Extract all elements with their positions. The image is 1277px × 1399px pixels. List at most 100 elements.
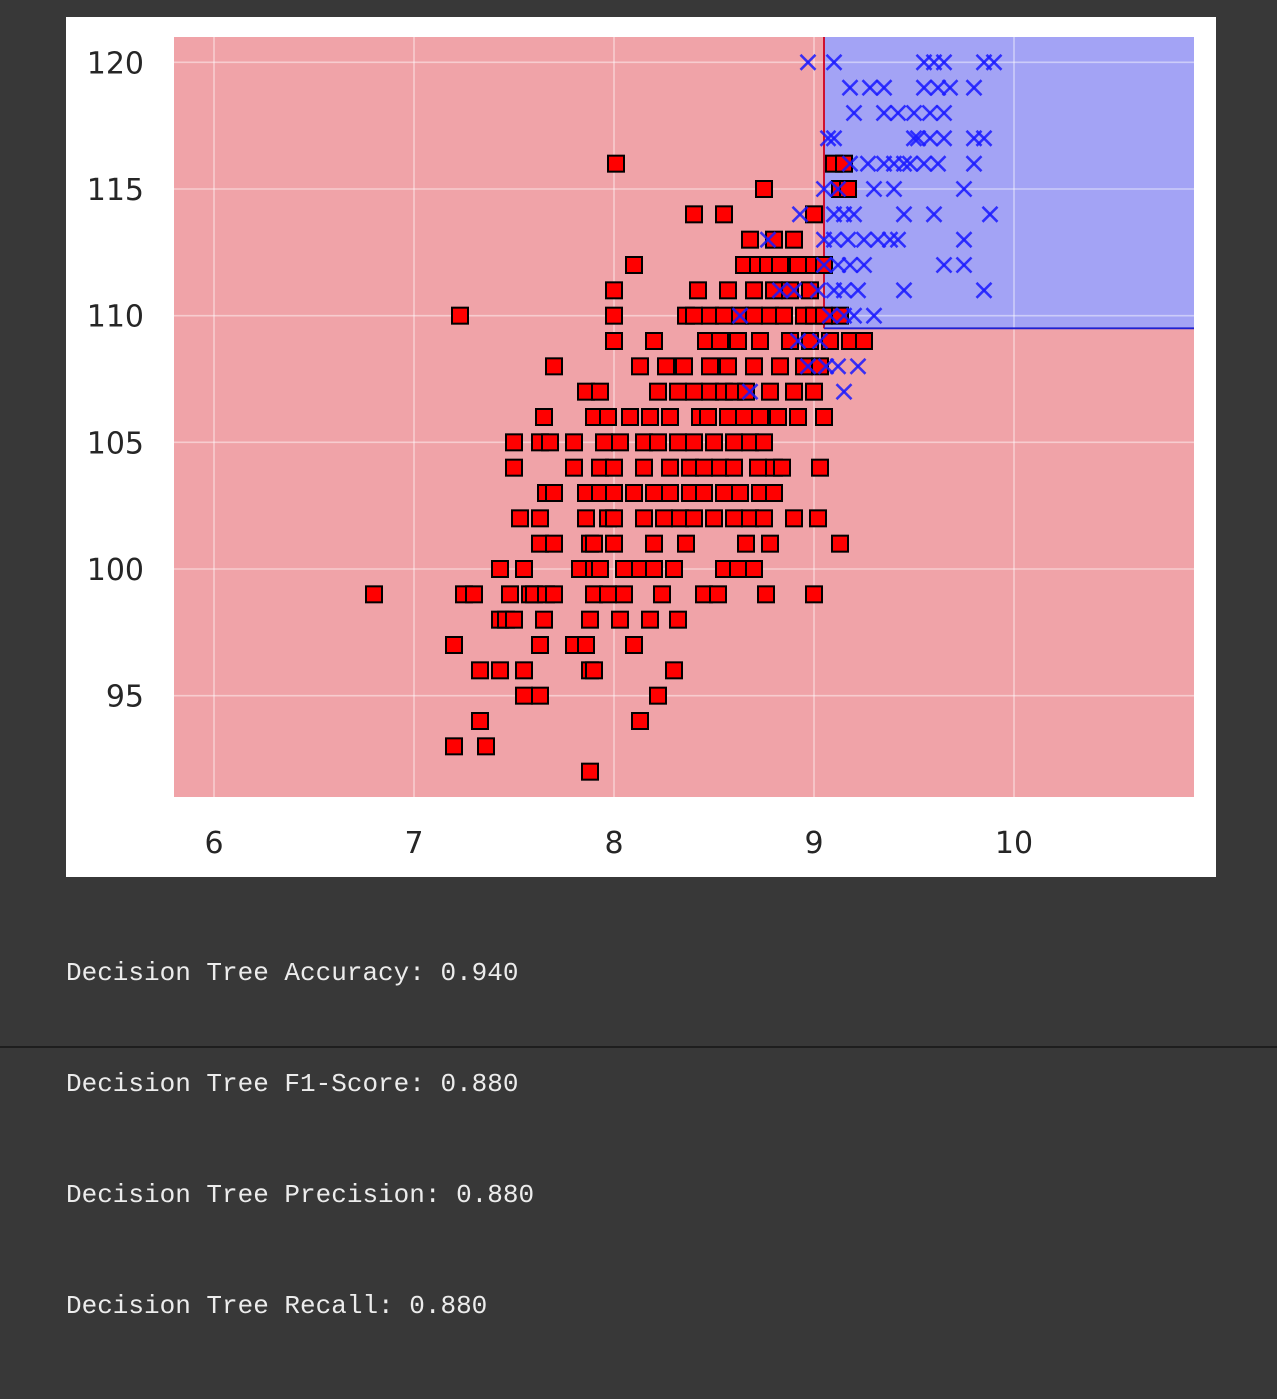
point-class-0 [631,712,649,730]
point-class-0 [365,585,383,604]
point-class-0 [591,382,609,401]
point-class-0 [805,382,823,401]
point-class-0 [445,636,463,654]
point-class-0 [725,433,743,452]
point-class-1 [855,256,873,274]
point-class-0 [669,433,687,452]
point-class-1 [889,104,907,122]
precision-line: Decision Tree Precision: 0.880 [66,1180,535,1210]
point-class-1 [817,357,835,375]
point-class-0 [577,636,595,654]
point-class-0 [515,661,533,680]
point-class-0 [745,281,763,300]
point-class-1 [935,53,953,71]
point-class-0 [611,610,629,629]
point-class-0 [501,585,519,604]
point-class-0 [737,382,755,401]
point-class-1 [861,79,879,97]
point-class-0 [605,281,623,300]
point-class-0 [625,256,643,274]
point-class-1 [975,281,993,299]
point-class-1 [825,53,843,71]
point-class-1 [859,155,877,173]
point-class-1 [829,357,847,375]
x-tick-label: 8 [604,826,623,861]
point-class-0 [661,458,679,477]
point-class-1 [841,256,859,274]
point-class-0 [535,610,553,629]
point-class-0 [685,433,703,452]
point-class-0 [611,433,629,452]
point-class-1 [845,205,863,223]
point-class-0 [695,458,713,477]
point-class-0 [719,408,737,426]
point-class-1 [905,104,923,122]
point-class-0 [789,256,807,274]
point-class-0 [515,560,533,578]
point-class-0 [585,661,603,680]
point-class-0 [511,509,529,528]
point-class-0 [669,610,687,629]
point-class-0 [625,636,643,654]
point-class-0 [789,408,807,426]
point-class-0 [545,585,563,604]
point-class-0 [839,180,857,198]
point-class-0 [785,230,803,249]
point-class-0 [515,686,533,705]
point-class-1 [839,231,857,249]
point-class-0 [565,458,583,477]
point-class-0 [645,534,663,553]
point-class-0 [755,509,773,528]
y-tick-label: 100 [87,553,144,588]
point-class-0 [505,433,523,452]
point-class-0 [809,509,827,528]
point-class-1 [835,383,853,401]
point-class-0 [773,458,791,477]
point-class-0 [715,484,733,502]
point-class-0 [645,560,663,578]
point-class-0 [765,230,783,249]
point-class-0 [675,357,693,376]
point-class-1 [885,180,903,198]
point-class-0 [765,484,783,502]
point-class-0 [541,433,559,452]
x-tick-label: 7 [404,826,423,861]
point-class-0 [761,534,779,553]
point-class-1 [731,307,749,325]
point-class-0 [545,484,563,502]
point-class-0 [641,408,659,426]
point-class-1 [955,256,973,274]
point-class-0 [445,737,463,756]
point-class-1 [809,281,827,299]
y-tick-label: 115 [87,173,144,208]
point-class-0 [731,484,749,502]
accuracy-line: Decision Tree Accuracy: 0.940 [66,958,519,988]
point-class-1 [901,155,919,173]
point-class-0 [607,154,625,173]
point-class-0 [505,458,523,477]
point-class-0 [605,332,623,350]
point-class-1 [845,307,863,325]
point-class-0 [719,357,737,376]
point-class-0 [715,205,733,224]
point-class-0 [831,534,849,553]
point-class-1 [849,281,867,299]
decision-regions [174,37,1194,797]
point-class-1 [789,332,807,350]
point-class-1 [865,307,883,325]
point-class-0 [785,382,803,401]
point-class-0 [581,610,599,629]
point-class-0 [599,585,617,604]
point-class-0 [465,585,483,604]
point-class-1 [841,79,859,97]
point-class-0 [815,408,833,426]
point-class-0 [811,458,829,477]
point-class-1 [821,307,839,325]
point-class-0 [615,560,633,578]
point-class-1 [929,155,947,173]
point-class-0 [781,332,799,350]
point-class-0 [685,306,703,325]
point-class-1 [935,104,953,122]
point-class-0 [771,357,789,376]
y-tick-label: 120 [87,46,144,81]
